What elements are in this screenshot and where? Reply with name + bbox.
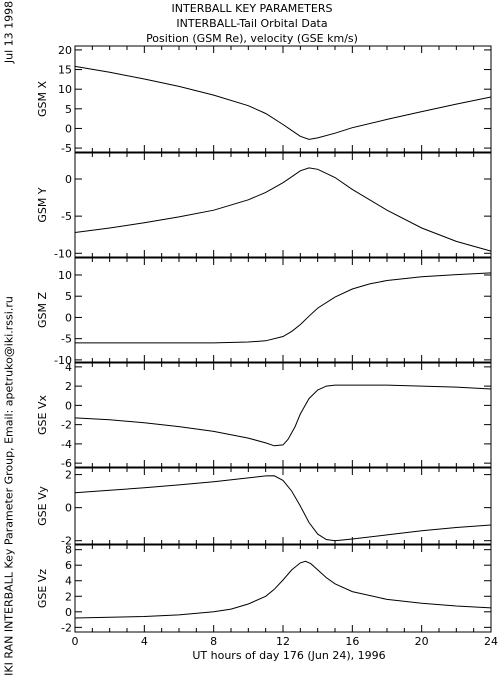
x-tick-label: 12 — [276, 635, 290, 648]
series-line-gse-vz — [74, 560, 492, 619]
y-tick-label-gse-vy: 0 — [65, 502, 72, 515]
y-tick-label-gse-vx: -6 — [61, 457, 72, 470]
y-axis-label-gsm-y: GSM Y — [36, 187, 49, 222]
y-axis-label-gsm-x: GSM X — [36, 81, 49, 117]
y-tick-label-gse-vz: -2 — [61, 621, 72, 634]
y-axis-label-gse-vx: GSE Vx — [36, 395, 49, 435]
y-tick-label-gsm-z: -5 — [61, 333, 72, 346]
y-axis-label-gsm-z: GSM Z — [36, 292, 49, 328]
panel-frame-gsm-x — [74, 45, 492, 153]
y-tick-label-gsm-y: -5 — [61, 210, 72, 223]
series-line-gsm-z — [75, 272, 492, 344]
y-tick-label-gsm-x: 15 — [58, 64, 72, 77]
panel-frame-gsm-z — [74, 257, 492, 363]
y-axis-label-gse-vy: GSE Vy — [36, 486, 49, 526]
y-tick-label-gsm-x: 10 — [58, 83, 72, 96]
chart-title: INTERBALL KEY PARAMETERS — [171, 2, 333, 15]
x-tick-label: 16 — [345, 635, 359, 648]
y-tick-label-gsm-y: -10 — [54, 247, 72, 260]
panel-frame-gse-vx — [74, 362, 492, 468]
y-tick-label-gsm-x: 5 — [65, 103, 72, 116]
x-tick-label: 8 — [210, 635, 217, 648]
series-line-gse-vy — [74, 475, 492, 542]
x-tick-label: 20 — [415, 635, 429, 648]
y-tick-label-gse-vz: 0 — [65, 606, 72, 619]
panel-frame-gse-vy — [74, 467, 492, 545]
x-tick-label: 0 — [72, 635, 79, 648]
y-tick-label-gse-vx: -4 — [61, 438, 72, 451]
y-tick-label-gse-vy: 2 — [65, 469, 72, 482]
y-tick-label-gse-vx: 0 — [65, 399, 72, 412]
x-tick-label: 24 — [484, 635, 498, 648]
y-tick-label-gsm-z: 5 — [65, 290, 72, 303]
x-axis-label: UT hours of day 176 (Jun 24), 1996 — [192, 649, 385, 662]
y-tick-label-gsm-x: 0 — [65, 122, 72, 135]
y-tick-label-gsm-z: 10 — [58, 269, 72, 282]
series-line-gsm-y — [74, 167, 492, 252]
y-tick-label-gsm-z: 0 — [65, 311, 72, 324]
x-tick-label: 4 — [141, 635, 148, 648]
panel-frame-gsm-y — [74, 152, 492, 258]
y-tick-label-gse-vx: 2 — [65, 380, 72, 393]
y-tick-label-gsm-y: 0 — [65, 173, 72, 186]
y-tick-label-gse-vz: 8 — [65, 544, 72, 557]
chart-subtitle-units: Position (GSM Re), velocity (GSE km/s) — [146, 32, 358, 45]
chart-subtitle: INTERBALL-Tail Orbital Data — [176, 17, 328, 30]
y-tick-label-gsm-z: -10 — [54, 354, 72, 367]
series-line-gsm-x — [74, 65, 492, 140]
y-tick-label-gse-vz: 2 — [65, 590, 72, 603]
panel-frame-gse-vz — [74, 544, 492, 633]
y-tick-label-gse-vz: 4 — [65, 575, 72, 588]
y-tick-label-gsm-x: -5 — [61, 142, 72, 155]
series-line-gse-vx — [74, 384, 492, 447]
y-tick-label-gsm-x: 20 — [58, 44, 72, 57]
y-tick-label-gse-vy: -2 — [61, 535, 72, 548]
y-tick-label-gse-vz: 6 — [65, 559, 72, 572]
y-tick-label-gse-vx: -2 — [61, 419, 72, 432]
y-tick-label-gse-vx: 4 — [65, 361, 72, 374]
y-axis-label-gse-vz: GSE Vz — [36, 569, 49, 608]
